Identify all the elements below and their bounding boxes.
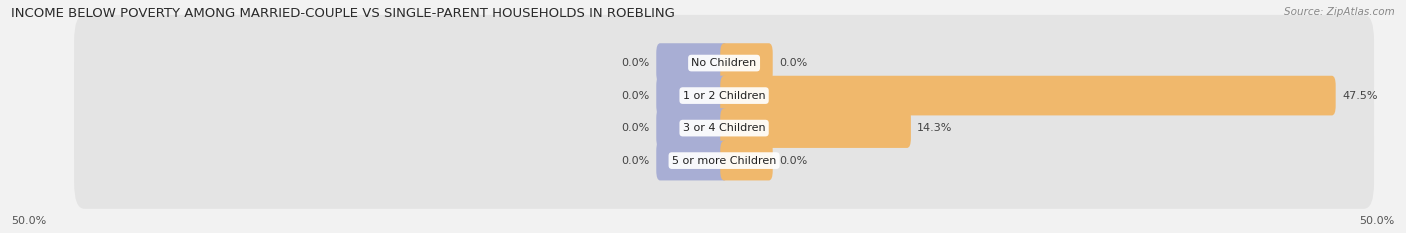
Text: Source: ZipAtlas.com: Source: ZipAtlas.com: [1284, 7, 1395, 17]
FancyBboxPatch shape: [720, 43, 773, 83]
Text: 50.0%: 50.0%: [1360, 216, 1395, 226]
Legend: Married Couples, Single Parents: Married Couples, Single Parents: [612, 230, 837, 233]
Text: 0.0%: 0.0%: [621, 58, 650, 68]
FancyBboxPatch shape: [720, 108, 911, 148]
Text: 1 or 2 Children: 1 or 2 Children: [683, 91, 765, 101]
Text: 3 or 4 Children: 3 or 4 Children: [683, 123, 765, 133]
FancyBboxPatch shape: [720, 76, 1336, 115]
FancyBboxPatch shape: [657, 141, 728, 180]
Text: 0.0%: 0.0%: [779, 58, 807, 68]
Text: 14.3%: 14.3%: [917, 123, 953, 133]
Text: INCOME BELOW POVERTY AMONG MARRIED-COUPLE VS SINGLE-PARENT HOUSEHOLDS IN ROEBLIN: INCOME BELOW POVERTY AMONG MARRIED-COUPL…: [11, 7, 675, 20]
FancyBboxPatch shape: [75, 47, 1374, 144]
Text: 50.0%: 50.0%: [11, 216, 46, 226]
FancyBboxPatch shape: [657, 76, 728, 115]
FancyBboxPatch shape: [75, 80, 1374, 176]
Text: 0.0%: 0.0%: [621, 123, 650, 133]
Text: 47.5%: 47.5%: [1343, 91, 1378, 101]
Text: 5 or more Children: 5 or more Children: [672, 156, 776, 166]
FancyBboxPatch shape: [75, 113, 1374, 209]
Text: 0.0%: 0.0%: [621, 156, 650, 166]
FancyBboxPatch shape: [75, 15, 1374, 111]
Text: No Children: No Children: [692, 58, 756, 68]
FancyBboxPatch shape: [657, 43, 728, 83]
Text: 0.0%: 0.0%: [621, 91, 650, 101]
Text: 0.0%: 0.0%: [779, 156, 807, 166]
FancyBboxPatch shape: [720, 141, 773, 180]
FancyBboxPatch shape: [657, 108, 728, 148]
